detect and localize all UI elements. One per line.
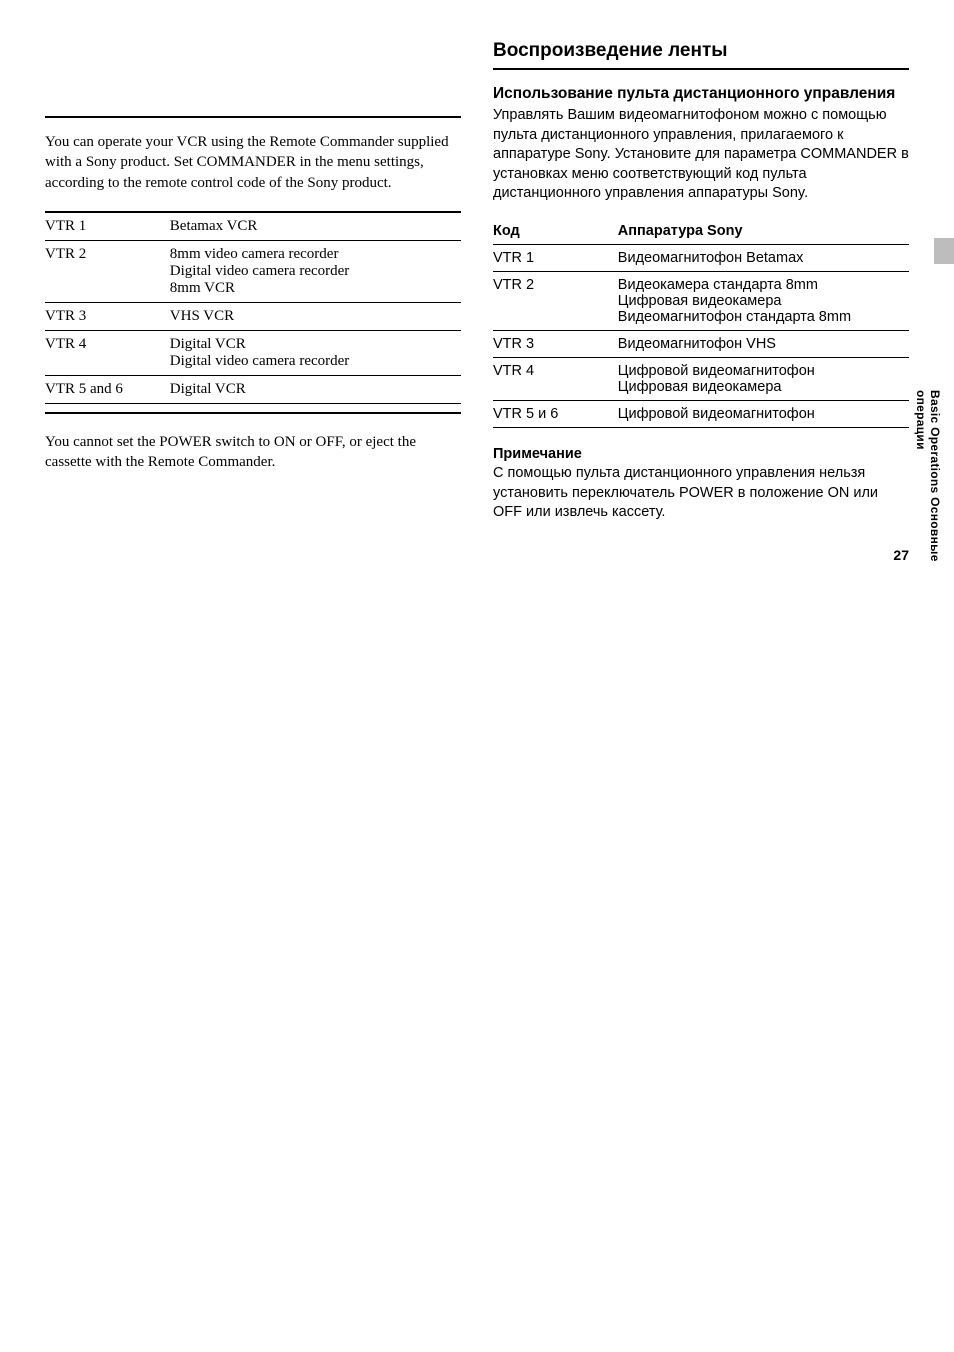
table-row: VTR 3VHS VCR bbox=[45, 302, 461, 330]
table-row: VTR 2Видеокамера стандарта 8mm Цифровая … bbox=[493, 271, 909, 330]
page-number: 27 bbox=[893, 547, 909, 563]
table-cell-code: VTR 4 bbox=[45, 330, 170, 375]
table-cell-product: Betamax VCR bbox=[170, 213, 461, 241]
table-cell-code: VTR 4 bbox=[493, 357, 618, 400]
right-th-code: Код bbox=[493, 218, 618, 245]
table-row: VTR 1Betamax VCR bbox=[45, 213, 461, 241]
table-row: VTR 1Видеомагнитофон Betamax bbox=[493, 244, 909, 271]
left-note-body: You cannot set the POWER switch to ON or… bbox=[45, 432, 461, 473]
left-paragraph: You can operate your VCR using the Remot… bbox=[45, 132, 461, 193]
table-cell-code: VTR 1 bbox=[493, 244, 618, 271]
table-cell-product: Видеокамера стандарта 8mm Цифровая видео… bbox=[618, 271, 909, 330]
table-cell-product: Видеомагнитофон VHS bbox=[618, 330, 909, 357]
table-row: VTR 4Digital VCR Digital video camera re… bbox=[45, 330, 461, 375]
table-cell-code: VTR 3 bbox=[45, 302, 170, 330]
table-cell-product: Видеомагнитофон Betamax bbox=[618, 244, 909, 271]
left-table: VTR 1Betamax VCRVTR 28mm video camera re… bbox=[45, 213, 461, 403]
right-note-body: С помощью пульта дистанционного управлен… bbox=[493, 464, 909, 523]
left-column: You can operate your VCR using the Remot… bbox=[45, 40, 461, 537]
table-cell-product: Цифровой видеомагнитофон Цифровая видеок… bbox=[618, 357, 909, 400]
table-row: VTR 3Видеомагнитофон VHS bbox=[493, 330, 909, 357]
right-table: Код Аппаратура Sony VTR 1Видеомагнитофон… bbox=[493, 218, 909, 427]
table-row: VTR 4Цифровой видеомагнитофон Цифровая в… bbox=[493, 357, 909, 400]
table-row: VTR 5 и 6Цифровой видеомагнитофон bbox=[493, 400, 909, 427]
table-row: VTR 28mm video camera recorder Digital v… bbox=[45, 240, 461, 302]
table-cell-code: VTR 5 and 6 bbox=[45, 375, 170, 403]
side-grey-tab bbox=[934, 238, 954, 264]
right-column: Воспроизведение ленты Использование пуль… bbox=[493, 40, 909, 537]
table-cell-product: Цифровой видеомагнитофон bbox=[618, 400, 909, 427]
table-cell-product: 8mm video camera recorder Digital video … bbox=[170, 240, 461, 302]
right-rule bbox=[493, 68, 909, 70]
table-cell-code: VTR 1 bbox=[45, 213, 170, 241]
right-th-product: Аппаратура Sony bbox=[618, 218, 909, 245]
table-cell-product: VHS VCR bbox=[170, 302, 461, 330]
table-cell-product: Digital VCR Digital video camera recorde… bbox=[170, 330, 461, 375]
table-cell-code: VTR 2 bbox=[45, 240, 170, 302]
side-vertical-label: Basic Operations Основные операции bbox=[914, 390, 942, 577]
table-cell-code: VTR 3 bbox=[493, 330, 618, 357]
right-note-label: Примечание bbox=[493, 446, 909, 462]
right-subtitle: Использование пульта дистанционного упра… bbox=[493, 84, 909, 104]
right-table-bottom-rule bbox=[493, 427, 909, 428]
table-cell-code: VTR 5 и 6 bbox=[493, 400, 618, 427]
left-rule bbox=[45, 116, 461, 118]
table-cell-code: VTR 2 bbox=[493, 271, 618, 330]
right-paragraph: Управлять Вашим видеомагнитофоном можно … bbox=[493, 106, 909, 204]
right-title: Воспроизведение ленты bbox=[493, 40, 909, 62]
table-cell-product: Digital VCR bbox=[170, 375, 461, 403]
table-row: VTR 5 and 6Digital VCR bbox=[45, 375, 461, 403]
